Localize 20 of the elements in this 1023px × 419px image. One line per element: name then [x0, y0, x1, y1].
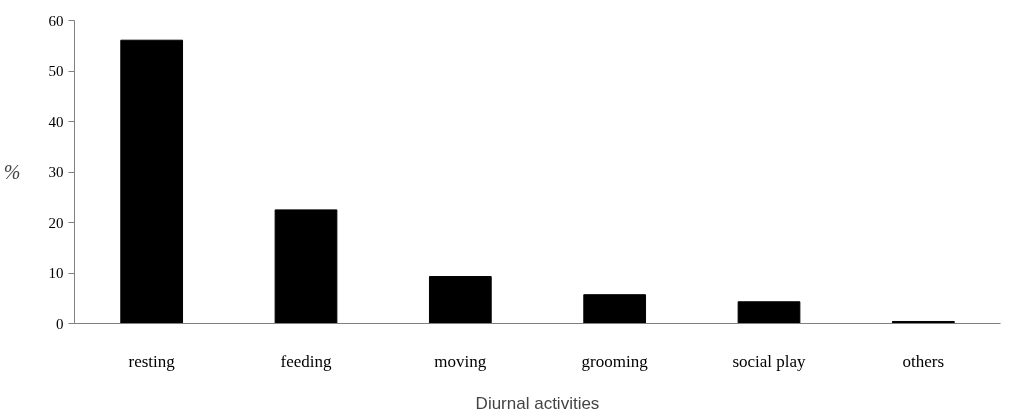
x-tick-label: moving	[434, 351, 487, 371]
y-tick-label: 20	[48, 214, 64, 231]
bar	[274, 209, 338, 324]
bar	[583, 294, 647, 324]
y-tick-label: 40	[48, 113, 64, 130]
bar	[120, 39, 184, 324]
y-tick-label: 30	[48, 164, 64, 180]
y-axis-title: %	[3, 161, 21, 183]
y-tick-label: 60	[48, 12, 64, 29]
y-tick-label: 50	[48, 63, 64, 79]
bar	[428, 276, 492, 324]
x-tick-label: resting	[128, 351, 176, 371]
x-tick-label: feeding	[280, 351, 332, 371]
y-tick-label: 10	[48, 265, 64, 281]
x-tick-label: grooming	[581, 351, 649, 371]
bar	[737, 301, 801, 324]
x-axis-title: Diurnal activities	[475, 393, 600, 413]
y-tick-label: 0	[56, 315, 64, 332]
x-tick-label: social play	[732, 351, 807, 371]
x-tick-label: others	[902, 351, 945, 371]
